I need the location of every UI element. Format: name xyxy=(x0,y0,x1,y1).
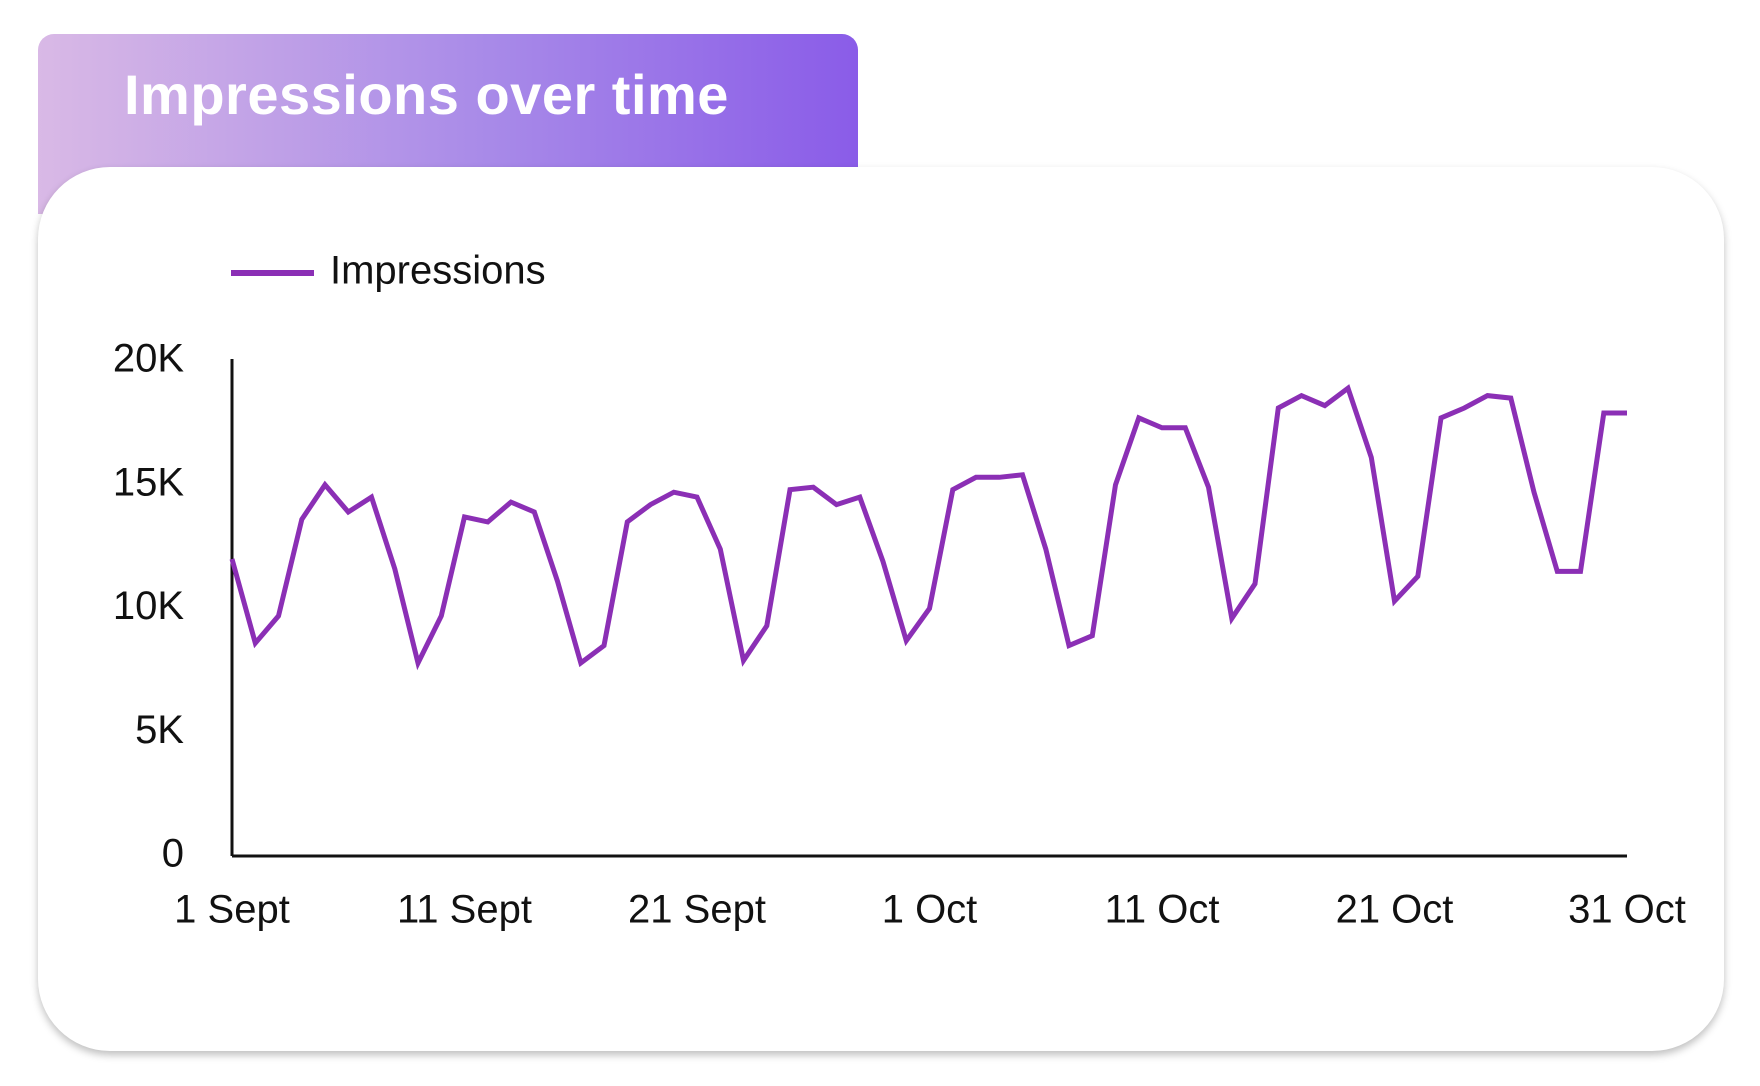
x-tick-label: 1 Sept xyxy=(174,888,290,932)
x-tick-label: 21 Oct xyxy=(1336,888,1454,932)
y-tick-label: 0 xyxy=(162,832,184,876)
line xyxy=(229,384,1627,671)
card xyxy=(38,167,1724,1051)
x-tick-label: 11 Oct xyxy=(1105,888,1220,932)
y-tick-label: 20K xyxy=(113,337,184,381)
chart-title: Impressions over time xyxy=(124,63,729,126)
legend-label: Impressions xyxy=(330,249,546,293)
y-tick-label: 15K xyxy=(113,460,184,504)
y-tick-label: 5K xyxy=(135,708,184,752)
y-tick-label: 10K xyxy=(113,584,184,628)
x-tick-label: 21 Sept xyxy=(628,888,766,932)
x-tick-label: 11 Sept xyxy=(397,888,532,932)
x-tick-label: 31 Oct xyxy=(1568,888,1686,932)
x-tick-label: 1 Oct xyxy=(882,888,978,932)
